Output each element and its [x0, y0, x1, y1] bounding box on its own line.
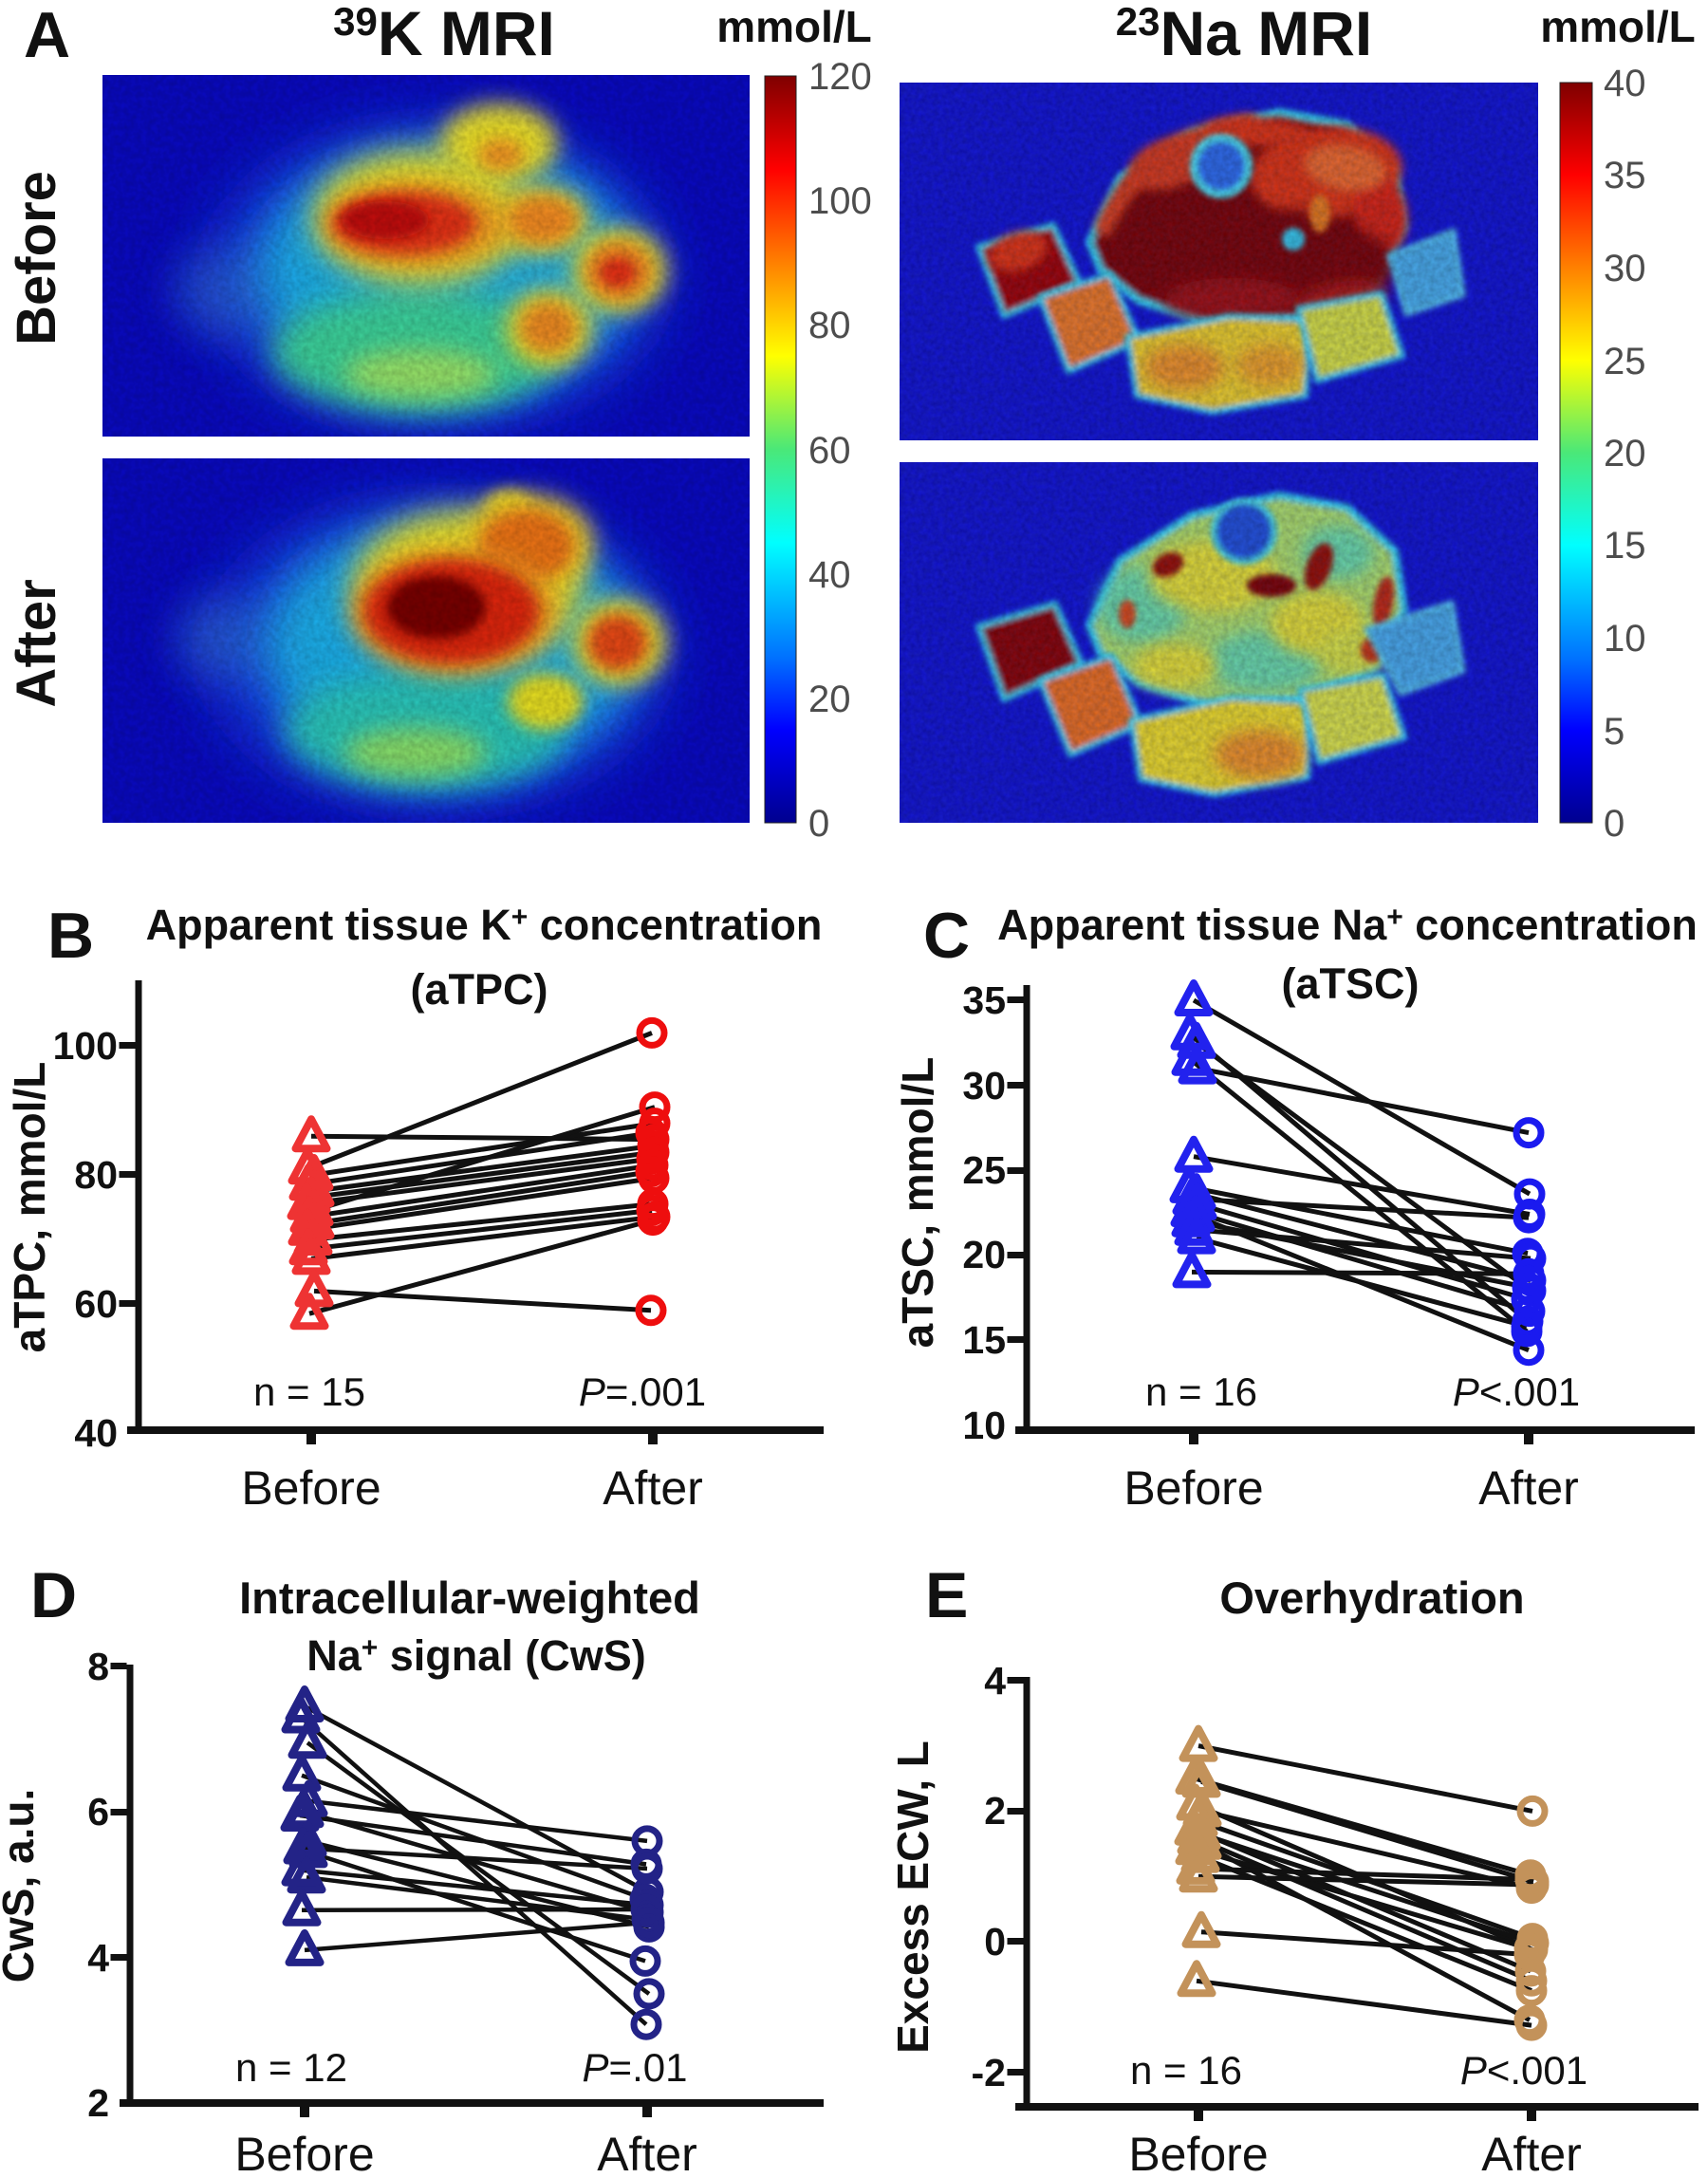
svg-text:4: 4: [984, 1659, 1006, 1703]
svg-text:40: 40: [74, 1411, 118, 1455]
svg-text:Before: Before: [241, 1461, 381, 1515]
svg-text:CwS, a.u.: CwS, a.u.: [0, 1789, 43, 1983]
svg-text:80: 80: [808, 305, 851, 346]
svg-text:After: After: [1478, 1461, 1579, 1515]
svg-text:Before: Before: [1128, 2128, 1268, 2178]
svg-text:aTSC, mmol/L: aTSC, mmol/L: [893, 1057, 942, 1349]
svg-text:n = 12: n = 12: [235, 2045, 347, 2090]
svg-text:8: 8: [87, 1645, 109, 1688]
svg-text:20: 20: [808, 679, 851, 720]
svg-text:-2: -2: [972, 2051, 1006, 2094]
svg-text:10: 10: [1604, 618, 1646, 660]
svg-text:Excess ECW, L: Excess ECW, L: [888, 1741, 938, 2054]
svg-text:P<.001: P<.001: [1460, 2048, 1587, 2093]
svg-text:39K MRI: 39K MRI: [333, 0, 555, 68]
svg-text:n = 16: n = 16: [1145, 1369, 1257, 1414]
svg-text:n = 16: n = 16: [1130, 2048, 1242, 2093]
svg-text:100: 100: [53, 1024, 118, 1068]
svg-text:After: After: [603, 1461, 703, 1515]
svg-text:10: 10: [962, 1404, 1006, 1447]
svg-text:35: 35: [1604, 155, 1646, 196]
svg-text:Before: Before: [1123, 1461, 1263, 1515]
svg-text:25: 25: [962, 1148, 1006, 1192]
svg-text:23Na MRI: 23Na MRI: [1116, 0, 1372, 68]
svg-text:35: 35: [962, 978, 1006, 1022]
svg-text:n = 15: n = 15: [253, 1369, 365, 1414]
svg-text:2: 2: [984, 1789, 1006, 1833]
svg-text:Apparent tissue K+ concentrati: Apparent tissue K+ concentration: [146, 901, 823, 949]
svg-text:Before: Before: [6, 171, 67, 345]
svg-text:P<.001: P<.001: [1453, 1369, 1580, 1414]
svg-text:25: 25: [1604, 341, 1646, 382]
svg-text:20: 20: [1604, 433, 1646, 475]
svg-text:P=.01: P=.01: [583, 2045, 688, 2090]
svg-text:6: 6: [87, 1790, 109, 1834]
svg-text:After: After: [6, 579, 67, 707]
svg-text:After: After: [597, 2128, 697, 2178]
svg-text:0: 0: [808, 803, 829, 845]
svg-text:E: E: [925, 1559, 968, 1631]
svg-text:0: 0: [1604, 803, 1624, 845]
svg-text:Intracellular-weighted: Intracellular-weighted: [239, 1573, 700, 1623]
svg-text:B: B: [47, 900, 94, 972]
svg-text:(aTPC): (aTPC): [411, 965, 548, 1014]
svg-text:(aTSC): (aTSC): [1282, 959, 1420, 1008]
svg-text:C: C: [923, 900, 970, 972]
svg-text:aTPC, mmol/L: aTPC, mmol/L: [5, 1062, 54, 1353]
svg-text:60: 60: [808, 430, 851, 472]
svg-text:120: 120: [808, 56, 872, 98]
svg-text:0: 0: [984, 1920, 1006, 1964]
svg-text:15: 15: [962, 1318, 1006, 1362]
svg-text:After: After: [1481, 2128, 1582, 2178]
svg-text:mmol/L: mmol/L: [1540, 2, 1696, 51]
svg-text:30: 30: [1604, 248, 1646, 289]
svg-text:A: A: [24, 0, 70, 71]
svg-text:60: 60: [74, 1282, 118, 1326]
svg-text:Before: Before: [234, 2128, 374, 2178]
svg-text:4: 4: [87, 1936, 109, 1980]
svg-text:Na+ signal (CwS): Na+ signal (CwS): [306, 1631, 646, 1680]
svg-text:Apparent tissue Na+ concentrat: Apparent tissue Na+ concentration: [997, 901, 1698, 949]
svg-text:40: 40: [808, 554, 851, 596]
svg-text:mmol/L: mmol/L: [716, 2, 872, 51]
svg-text:20: 20: [962, 1233, 1006, 1276]
svg-text:30: 30: [962, 1064, 1006, 1108]
svg-text:D: D: [30, 1559, 77, 1631]
svg-text:100: 100: [808, 180, 872, 222]
svg-text:5: 5: [1604, 711, 1624, 753]
svg-text:Overhydration: Overhydration: [1219, 1573, 1524, 1623]
svg-text:15: 15: [1604, 525, 1646, 567]
svg-text:40: 40: [1604, 63, 1646, 104]
svg-text:2: 2: [87, 2081, 109, 2125]
svg-text:80: 80: [74, 1153, 118, 1197]
svg-text:P=.001: P=.001: [579, 1369, 706, 1414]
